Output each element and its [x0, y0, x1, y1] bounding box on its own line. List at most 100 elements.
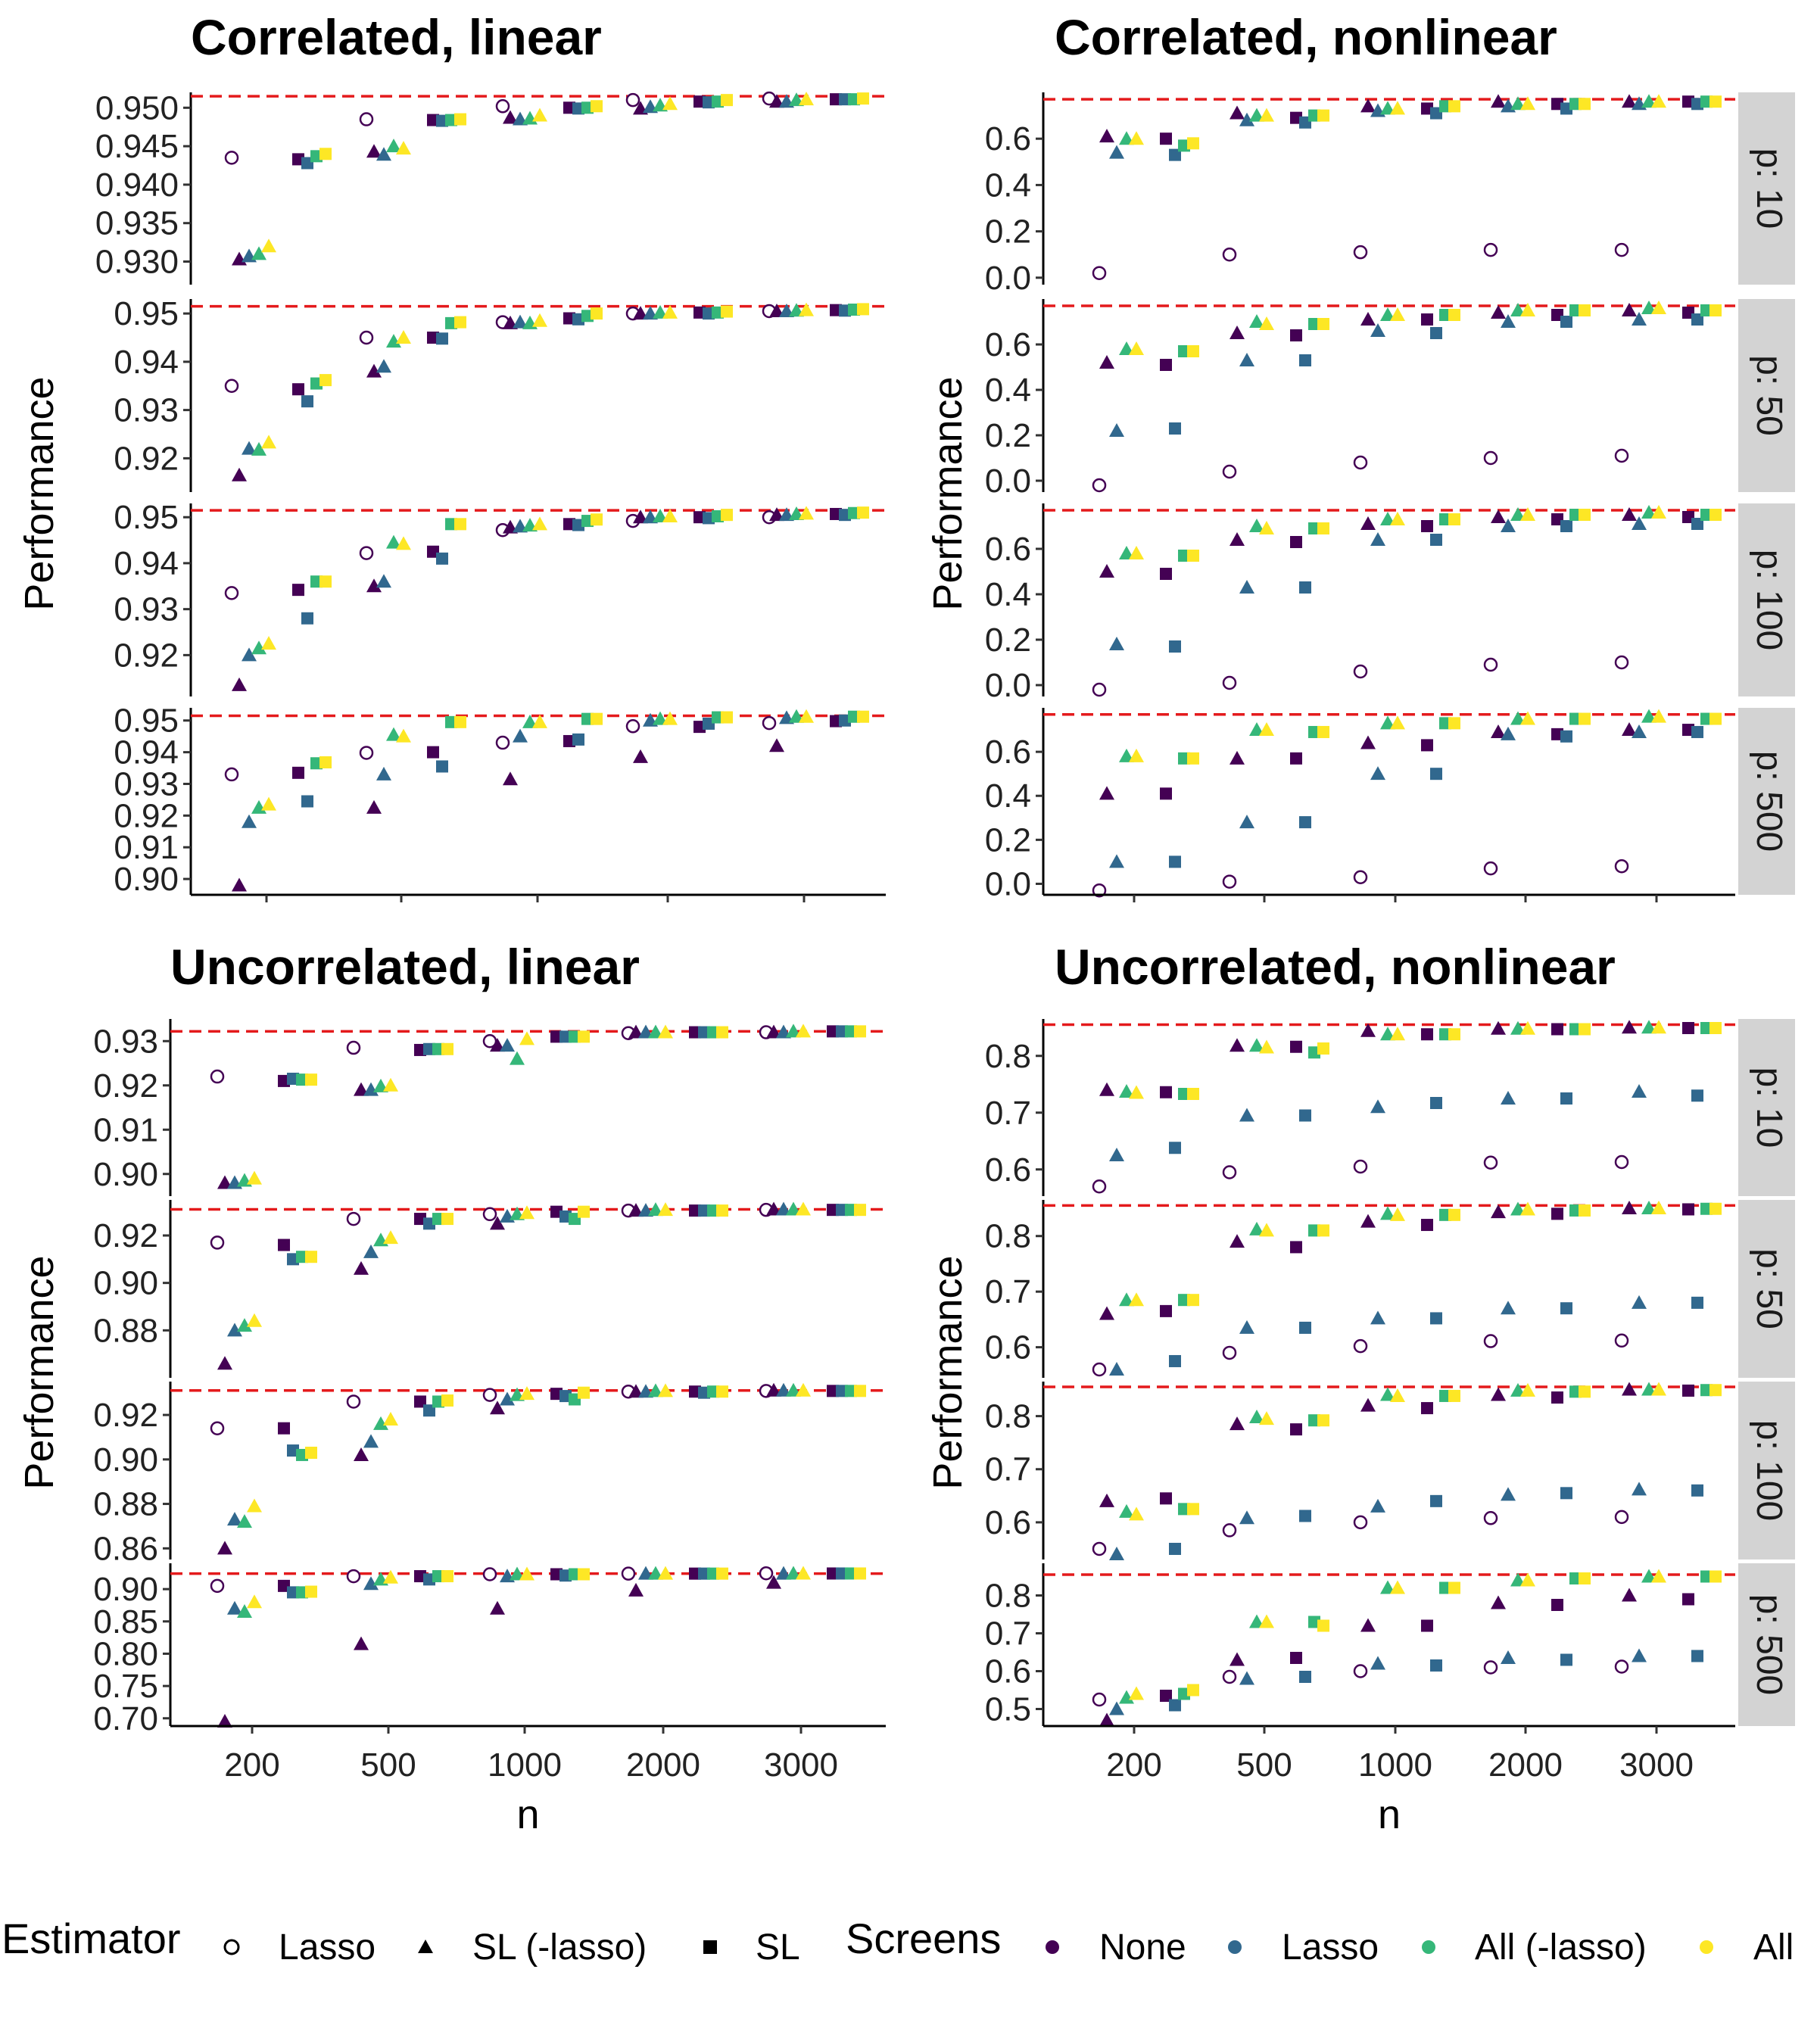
x-axis: [1043, 893, 1735, 902]
point-sl: [1187, 550, 1199, 562]
point-lasso: [1092, 266, 1107, 280]
point-sl-minus-lasso: [1239, 580, 1254, 594]
point-sl: [1290, 1040, 1302, 1053]
point-sl-minus-lasso: [1622, 1588, 1637, 1602]
point-sl-minus-lasso: [1230, 1038, 1245, 1052]
point-sl-minus-lasso: [769, 738, 784, 752]
point-sl-minus-lasso: [1230, 532, 1245, 546]
point-sl-minus-lasso: [1501, 519, 1516, 532]
point-sl: [578, 1205, 590, 1218]
point-sl-minus-lasso: [366, 578, 382, 593]
y-tick-label: 0.7: [985, 1616, 1031, 1653]
point-lasso: [1092, 1362, 1107, 1377]
point-sl-minus-lasso: [363, 1244, 379, 1258]
point-lasso: [224, 767, 239, 782]
point-lasso: [1614, 242, 1629, 257]
point-sl-minus-lasso: [1360, 1397, 1376, 1412]
point-sl: [436, 552, 448, 565]
point-sl: [1421, 313, 1433, 326]
y-tick-label: 0.93: [114, 765, 179, 802]
y-tick-label: 0.92: [93, 1067, 158, 1105]
point-sl-minus-lasso: [354, 1082, 369, 1096]
y-tick-label: 0.945: [95, 128, 179, 165]
point-sl-minus-lasso: [766, 1382, 781, 1397]
point-sl: [1160, 1086, 1172, 1098]
point-sl: [857, 92, 869, 105]
point-sl: [1709, 1022, 1722, 1034]
point-sl: [1317, 318, 1329, 330]
point-sl-minus-lasso: [366, 363, 382, 378]
y-tick-label: 0.4: [985, 576, 1031, 613]
legend-estimator-title: Estimator: [2, 1915, 181, 1962]
point-sl: [1187, 1503, 1199, 1516]
legend-estimator-sl: SL: [756, 1927, 800, 1968]
point-sl-minus-lasso: [513, 314, 528, 329]
y-tick-label: 0.6: [985, 326, 1031, 363]
y-tick-label: 0.70: [93, 1700, 158, 1737]
y-tick-label: 0.6: [985, 120, 1031, 157]
point-sl: [1160, 1690, 1172, 1702]
point-sl: [721, 711, 733, 724]
point-sl-minus-lasso: [1239, 1108, 1254, 1122]
point-sl-minus-lasso: [796, 1201, 811, 1216]
point-sl: [441, 1042, 453, 1055]
point-sl-minus-lasso: [1360, 1023, 1376, 1037]
point-sl-minus-lasso: [1380, 512, 1395, 525]
point-lasso: [1483, 657, 1498, 672]
legend-all-minus-dot-icon: [1422, 1940, 1435, 1954]
point-sl-minus-lasso: [1360, 1214, 1376, 1228]
point-lasso: [1614, 448, 1629, 463]
point-sl: [716, 1385, 728, 1398]
point-sl-minus-lasso: [1641, 301, 1656, 314]
point-sl-minus-lasso: [522, 714, 538, 728]
point-sl-minus-lasso: [1119, 1503, 1134, 1518]
point-lasso: [759, 1566, 774, 1581]
point-sl-minus-lasso: [396, 536, 411, 550]
point-lasso: [1222, 1669, 1237, 1684]
point-sl: [436, 332, 448, 345]
point-sl: [591, 712, 603, 725]
point-lasso: [1614, 655, 1629, 670]
legend: Estimator Lasso SL (-lasso) SL Screens N…: [2, 1915, 1794, 1968]
point-sl-minus-lasso: [653, 711, 668, 725]
point-lasso: [1483, 1660, 1498, 1675]
point-lasso: [1092, 682, 1107, 697]
point-sl-minus-lasso: [1259, 1223, 1274, 1237]
point-sl-minus-lasso: [1230, 1652, 1245, 1666]
point-sl: [1299, 1109, 1311, 1122]
point-sl-minus-lasso: [1632, 1648, 1647, 1662]
point-sl: [1430, 534, 1442, 546]
point-sl: [1691, 1650, 1703, 1662]
x-tick-label: 3000: [1619, 1746, 1694, 1784]
point-sl-minus-lasso: [1641, 1201, 1656, 1215]
point-lasso: [359, 746, 374, 760]
point-sl: [1299, 1671, 1311, 1683]
point-sl-minus-lasso: [247, 1313, 262, 1327]
facet-strip-label: p: 10: [1749, 148, 1789, 229]
legend-all-dot-icon: [1700, 1940, 1713, 1954]
point-sl-minus-lasso: [232, 877, 247, 892]
y-tick-label: 0.8: [985, 1038, 1031, 1075]
point-sl: [1317, 1414, 1329, 1427]
point-sl: [305, 1251, 317, 1263]
point-lasso: [762, 715, 777, 731]
point-sl-minus-lasso: [628, 1024, 644, 1039]
panel-uncorrelated-linear: Uncorrelated, linear 0.90 0.91 0.92 0.93 0.88…: [17, 939, 886, 1837]
point-sl-minus-lasso: [1491, 724, 1506, 738]
y-tick-label: 0.91: [114, 829, 179, 866]
point-sl-minus-lasso: [1520, 711, 1535, 725]
point-sl-minus-lasso: [1641, 505, 1656, 519]
point-sl-minus-lasso: [232, 467, 247, 481]
point-sl: [1691, 725, 1703, 738]
point-sl-minus-lasso: [653, 304, 668, 319]
point-sl-minus-lasso: [628, 1384, 644, 1398]
x-tick-label: 3000: [764, 1746, 838, 1784]
point-sl-minus-lasso: [638, 1566, 653, 1580]
point-lasso: [1353, 1664, 1368, 1678]
point-lasso: [482, 1207, 497, 1222]
facet-strip: [1738, 708, 1795, 895]
point-sl-minus-lasso: [766, 1575, 781, 1589]
point-sl: [854, 1567, 866, 1580]
point-sl: [1317, 1042, 1329, 1055]
facet-strip: [1738, 503, 1795, 696]
